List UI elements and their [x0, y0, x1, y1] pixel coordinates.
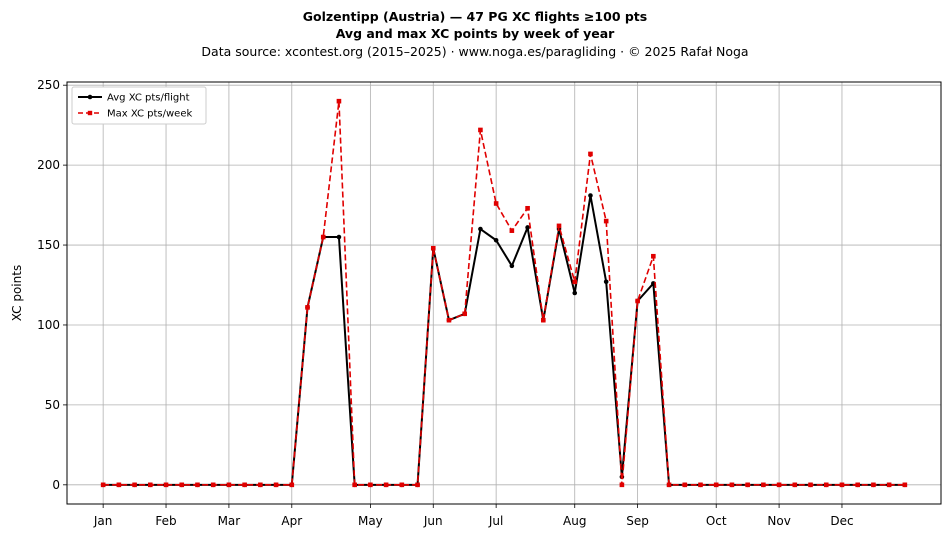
y-tick-label: 0	[52, 478, 60, 492]
data-point	[525, 205, 530, 211]
data-point	[478, 226, 483, 232]
x-tick-label: May	[358, 514, 383, 528]
data-point	[666, 482, 672, 488]
legend: Avg XC pts/flight Max XC pts/week	[71, 86, 207, 125]
x-axis: Jan Feb Mar Apr May Jun Jul Aug Sep Oct Nov Dec	[93, 504, 854, 528]
series-layer	[100, 98, 908, 488]
y-tick-label: 50	[45, 398, 60, 412]
chart-title-line1: Golzentipp (Austria) — 47 PG XC flights …	[303, 9, 647, 24]
data-point	[368, 482, 373, 488]
data-point	[761, 482, 766, 488]
x-tick-label: Oct	[706, 514, 727, 528]
data-point	[603, 218, 609, 224]
x-tick-label: Nov	[767, 514, 790, 528]
data-point	[383, 482, 389, 488]
data-point	[698, 482, 703, 488]
series-line	[103, 194, 905, 486]
data-point	[289, 482, 295, 488]
data-point	[823, 482, 829, 488]
data-point	[729, 482, 735, 488]
series-avg	[100, 193, 908, 488]
legend-label-max: Max XC pts/week	[107, 109, 192, 120]
data-point	[100, 482, 106, 488]
data-point	[305, 305, 310, 310]
y-axis-label: XC points	[10, 265, 24, 321]
data-point	[148, 482, 153, 488]
data-point	[713, 482, 719, 488]
legend-marker-max	[87, 110, 93, 116]
data-point	[588, 193, 593, 198]
data-point	[273, 482, 279, 488]
data-point	[116, 482, 122, 488]
x-tick-label: Dec	[830, 514, 853, 528]
data-point	[336, 234, 342, 240]
data-point	[462, 311, 468, 317]
data-point	[902, 482, 908, 488]
data-point	[603, 279, 609, 285]
data-point	[871, 482, 876, 488]
data-point	[572, 290, 578, 296]
y-tick-label: 250	[37, 78, 60, 92]
x-tick-label: Mar	[218, 514, 241, 528]
data-point	[493, 237, 499, 243]
x-tick-label: Apr	[281, 514, 302, 528]
legend-label-avg: Avg XC pts/flight	[107, 93, 190, 104]
plot-area	[66, 81, 942, 505]
legend-marker-avg	[87, 94, 93, 100]
data-point	[163, 482, 169, 488]
series-line	[103, 100, 905, 486]
grid	[67, 82, 941, 504]
data-point	[619, 482, 625, 488]
data-point	[242, 482, 247, 488]
data-point	[776, 482, 782, 488]
data-point	[226, 482, 232, 488]
data-point	[430, 245, 436, 251]
series-max	[100, 98, 908, 488]
y-tick-label: 150	[37, 238, 60, 252]
x-tick-label: Sep	[626, 514, 649, 528]
data-point	[352, 482, 357, 488]
data-point	[525, 225, 530, 230]
data-point	[446, 317, 452, 323]
x-tick-label: Jun	[423, 514, 443, 528]
data-point	[399, 482, 405, 488]
data-point	[336, 98, 342, 104]
data-point	[588, 151, 593, 157]
y-tick-label: 200	[37, 158, 60, 172]
data-point	[509, 228, 515, 233]
data-point	[179, 482, 185, 488]
data-point	[556, 223, 562, 229]
x-tick-label: Aug	[563, 514, 586, 528]
data-point	[478, 127, 483, 133]
data-point	[210, 482, 216, 488]
chart-subtitle: Data source: xcontest.org (2015–2025) · …	[201, 44, 748, 59]
y-axis: 0 50 100 150 200 250	[37, 78, 67, 492]
chart-title-line2: Avg and max XC points by week of year	[336, 26, 615, 41]
data-point	[509, 263, 515, 269]
legend-box	[71, 86, 207, 125]
data-point	[808, 482, 813, 488]
data-point	[195, 482, 200, 488]
data-point	[886, 482, 892, 488]
data-point	[792, 482, 798, 488]
data-point	[745, 482, 750, 488]
y-tick-label: 100	[37, 318, 60, 332]
x-tick-label: Feb	[155, 514, 176, 528]
data-point	[320, 234, 326, 240]
x-tick-label: Jan	[93, 514, 113, 528]
data-point	[635, 298, 640, 304]
data-point	[682, 482, 688, 488]
data-point	[651, 253, 656, 259]
data-point	[415, 482, 420, 488]
data-point	[839, 482, 845, 488]
data-point	[258, 482, 263, 488]
data-point	[493, 201, 499, 206]
data-point	[540, 317, 546, 323]
data-point	[572, 279, 578, 285]
data-point	[132, 482, 137, 488]
x-tick-label: Jul	[488, 514, 503, 528]
data-point	[855, 482, 860, 488]
